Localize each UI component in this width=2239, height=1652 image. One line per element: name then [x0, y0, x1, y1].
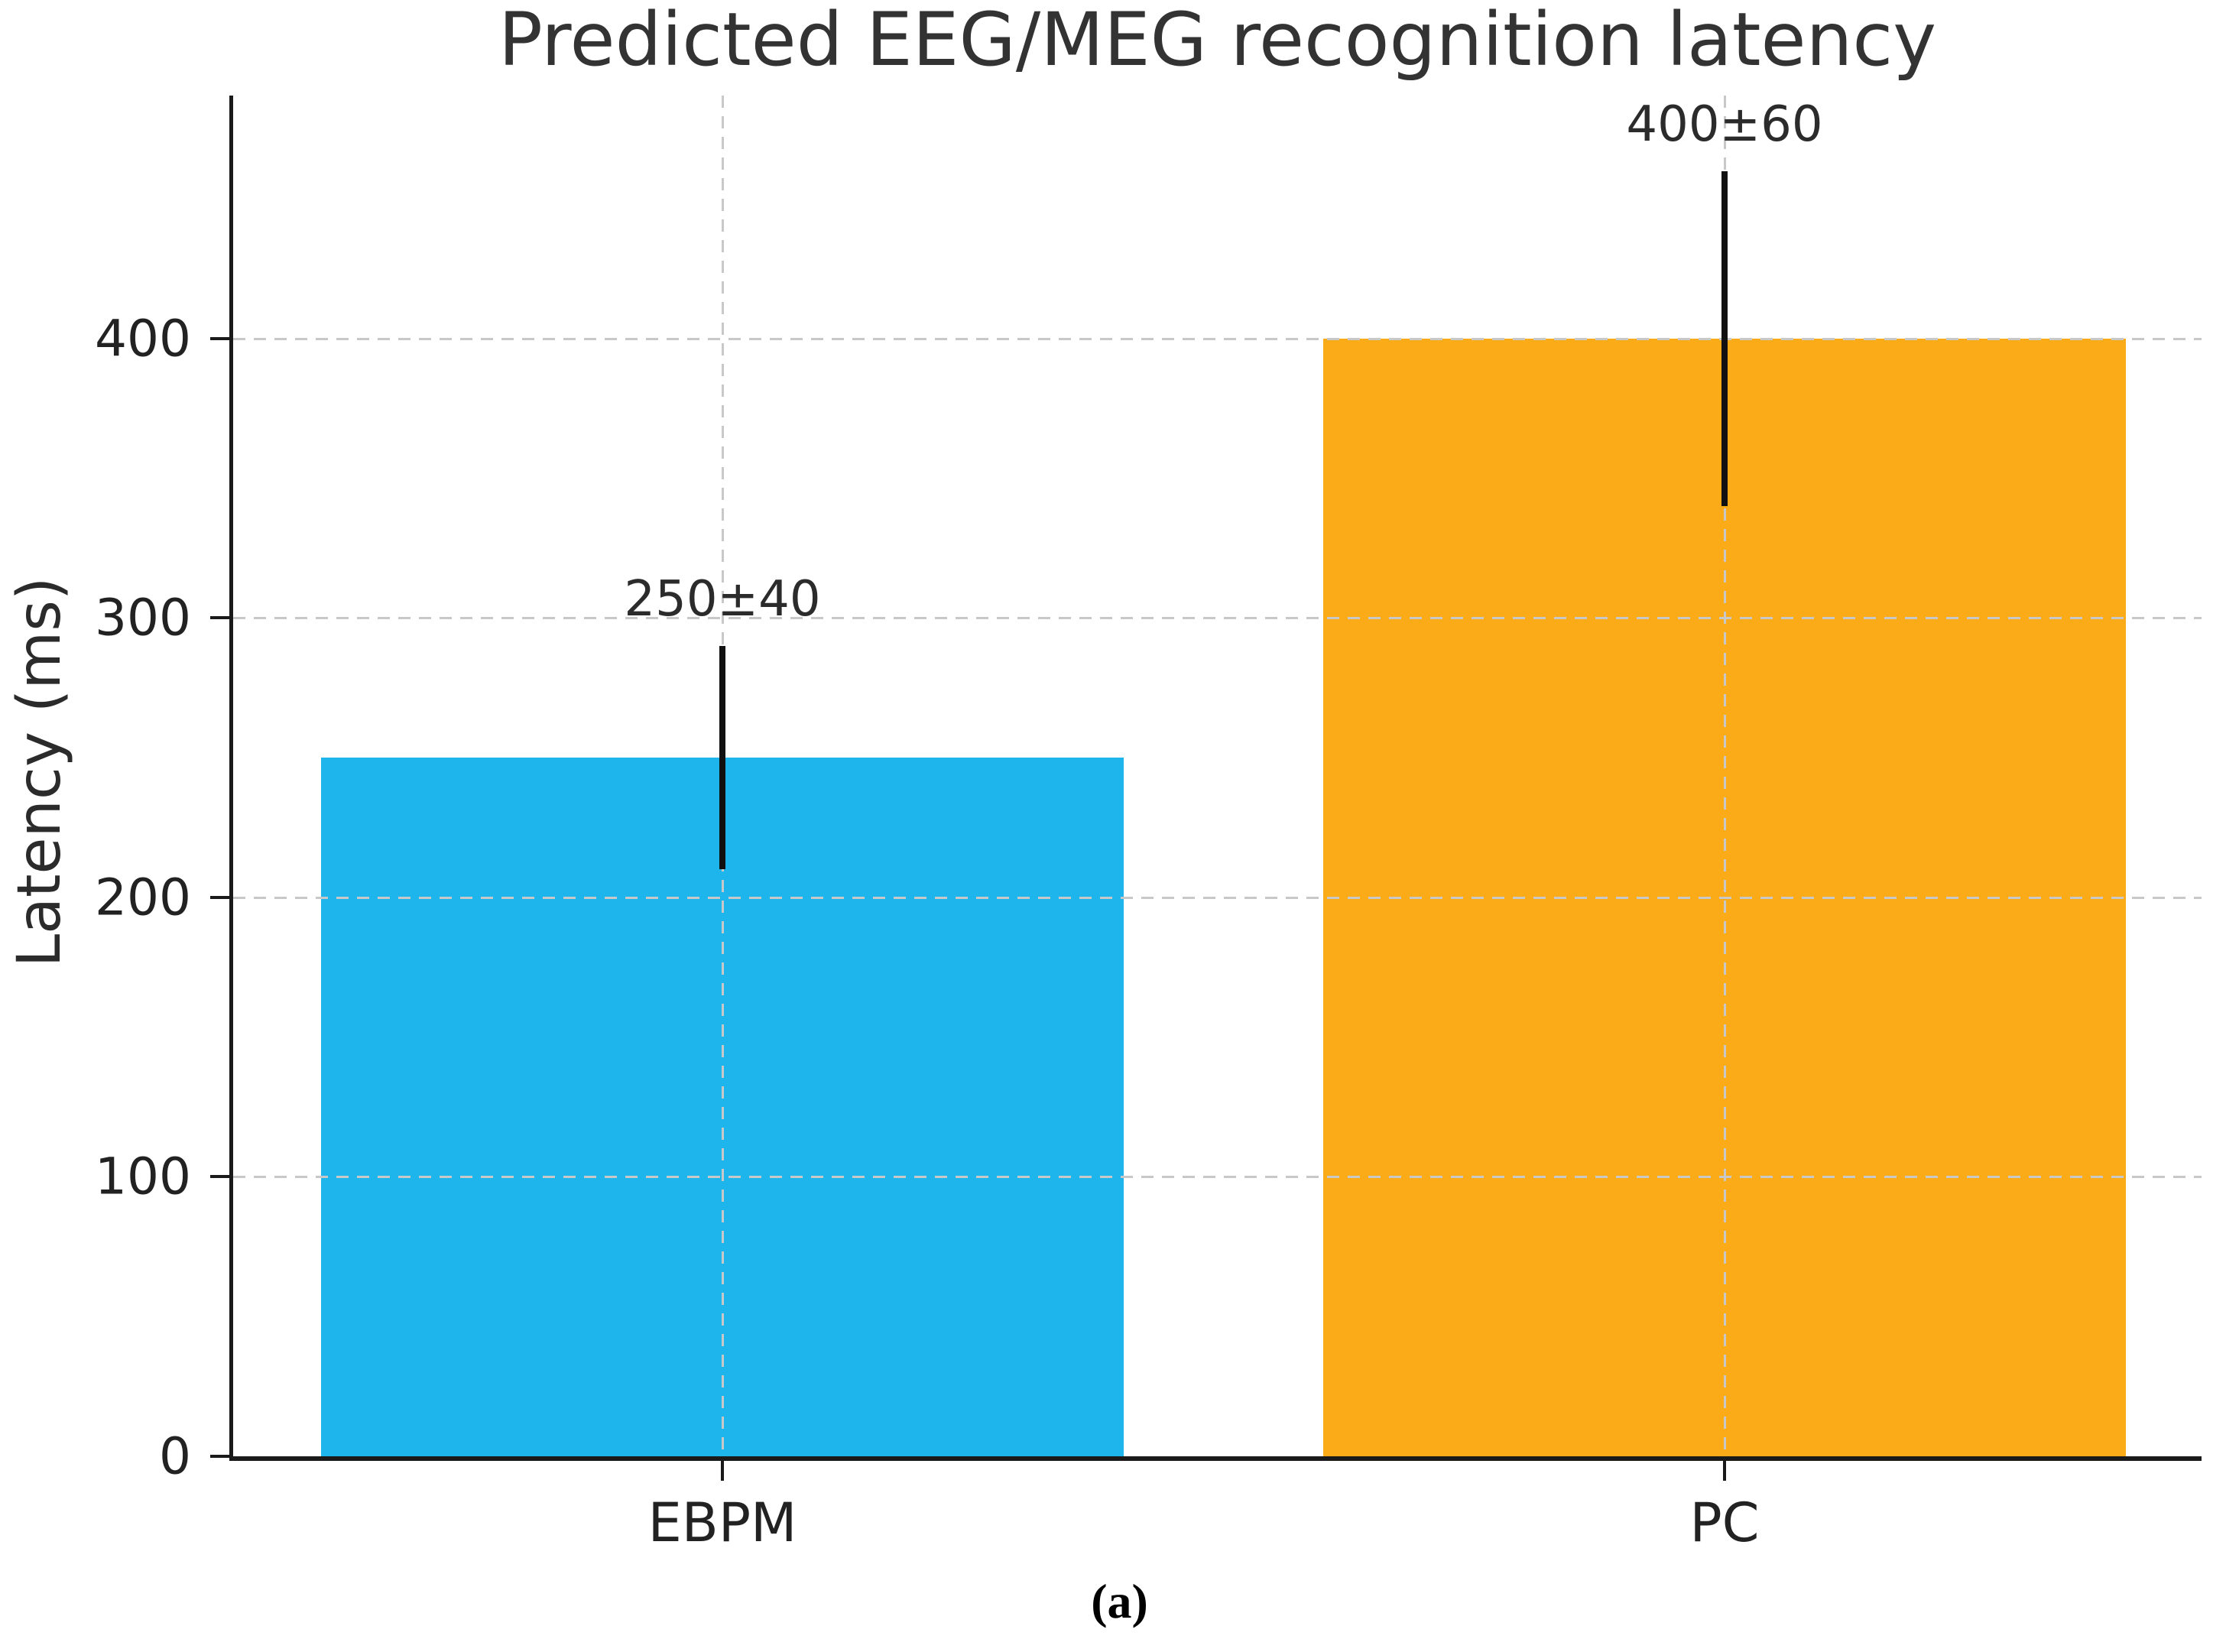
ytick-label-0: 0: [159, 1426, 191, 1486]
ytick-mark-300: [210, 616, 229, 620]
gridline-x-pc: [1724, 96, 1726, 1456]
xtick-label-pc: PC: [1689, 1491, 1760, 1554]
gridline-y-100: [233, 1176, 2202, 1179]
ytick-label-200: 200: [95, 868, 191, 927]
xtick-label-ebpm: EBPM: [647, 1491, 797, 1554]
ytick-mark-400: [210, 336, 229, 340]
plot-area: 250±40 400±60 0 100 200 300 400 EBPM PC: [95, 96, 2202, 1554]
y-axis-spine: [229, 96, 233, 1461]
gridline-y-400: [233, 337, 2202, 340]
ytick-label-100: 100: [95, 1147, 191, 1206]
ytick-mark-200: [210, 895, 229, 899]
ytick-label-300: 300: [95, 588, 191, 647]
annotation-pc: 400±60: [1626, 96, 1823, 153]
ytick-mark-100: [210, 1175, 229, 1179]
x-axis-spine: [229, 1456, 2202, 1461]
gridline-y-200: [233, 896, 2202, 899]
xtick-mark-ebpm: [721, 1461, 724, 1481]
gridline-y-300: [233, 617, 2202, 620]
ytick-label-400: 400: [95, 309, 191, 368]
errorbar-ebpm: [719, 646, 725, 870]
xtick-mark-pc: [1723, 1461, 1726, 1481]
subfigure-caption: (a): [1091, 1574, 1148, 1628]
ytick-mark-0: [210, 1455, 229, 1458]
chart-title: Predicted EEG/MEG recognition latency: [498, 0, 1937, 83]
annotation-ebpm: 250±40: [624, 571, 821, 628]
errorbar-pc: [1721, 170, 1728, 507]
